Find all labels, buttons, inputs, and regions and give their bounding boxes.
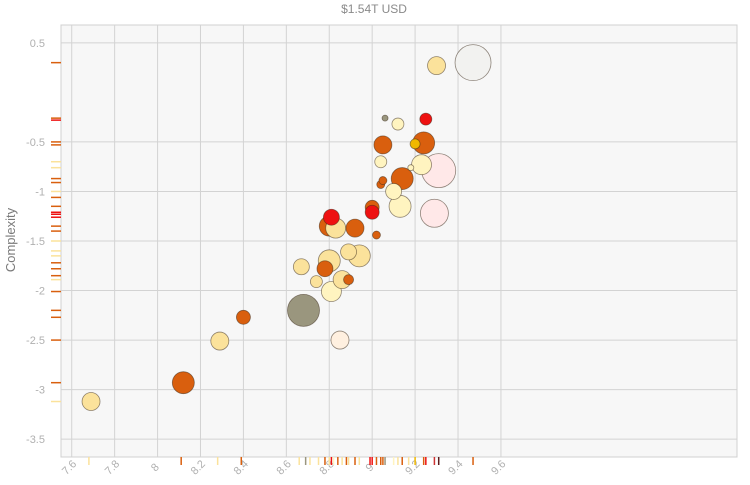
data-point xyxy=(236,309,251,325)
data-point xyxy=(411,154,432,176)
data-point xyxy=(409,138,421,150)
data-point xyxy=(81,392,101,411)
x-tick-label: 9.2 xyxy=(403,458,422,477)
chart-title: $1.54T USD xyxy=(341,2,407,16)
data-point xyxy=(287,293,320,327)
x-tick-label: 7.6 xyxy=(60,458,79,477)
x-tick-label: 9.6 xyxy=(489,458,508,477)
data-point xyxy=(381,114,389,122)
y-tick-label: -3 xyxy=(35,385,45,397)
x-tick-label: 9.4 xyxy=(446,458,465,477)
data-point xyxy=(454,44,492,82)
data-point xyxy=(407,164,415,172)
data-point xyxy=(316,260,334,278)
data-point xyxy=(374,155,388,169)
data-point xyxy=(309,275,323,289)
data-point xyxy=(292,258,310,276)
data-point xyxy=(343,274,354,286)
y-tick-label: -2.5 xyxy=(26,335,45,347)
data-point xyxy=(378,176,388,185)
data-point xyxy=(364,204,380,220)
data-point xyxy=(420,198,449,228)
y-tick-label: -0.5 xyxy=(26,137,45,149)
y-tick-label: -3.5 xyxy=(26,434,45,446)
x-tick-label: 8.2 xyxy=(189,458,208,477)
data-point xyxy=(322,208,340,226)
x-tick-label: 8.6 xyxy=(275,458,294,477)
x-tick-label: 8 xyxy=(149,461,162,474)
y-tick-label: 0.5 xyxy=(30,38,45,50)
data-point xyxy=(385,183,403,200)
data-point xyxy=(171,371,195,395)
y-axis-title: Complexity xyxy=(3,207,18,272)
data-point xyxy=(330,330,350,350)
data-point xyxy=(419,112,433,126)
data-point xyxy=(340,243,357,261)
y-tick-label: -2 xyxy=(35,286,45,298)
y-tick-label: -1 xyxy=(35,186,45,198)
data-point xyxy=(372,230,381,240)
plot-area: 7.6 7.8 8 8.2 8.4 8.6 8.8 9 9.2 9.4 9.60.5-0.5-1-1… xyxy=(26,24,738,478)
y-tick-label: -1.5 xyxy=(26,236,45,248)
data-point xyxy=(210,331,230,351)
x-tick-label: 7.8 xyxy=(103,458,122,477)
data-point xyxy=(345,218,365,238)
data-point xyxy=(373,135,393,155)
data-point xyxy=(391,117,405,131)
data-point xyxy=(427,56,446,76)
